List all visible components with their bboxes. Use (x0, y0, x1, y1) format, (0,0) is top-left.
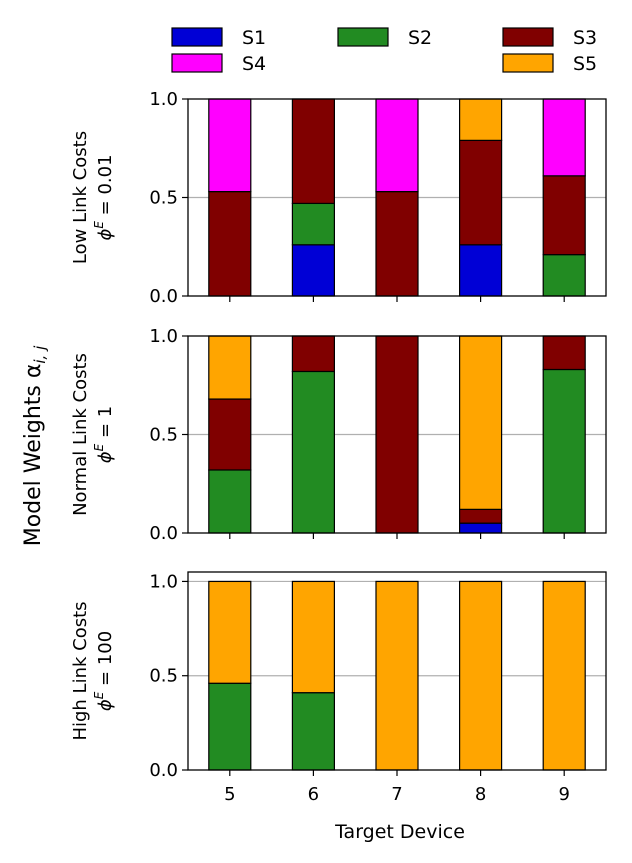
x-tick-label: 8 (475, 784, 486, 805)
bar-segment-s5-device-5 (208, 580, 252, 684)
phi-symbol: ϕ (95, 699, 116, 711)
legend-swatch-s4 (171, 53, 223, 73)
legend-item-s2: S2 (337, 27, 432, 49)
phi-symbol: ϕ (95, 451, 116, 463)
bar-segment-s2-device-9 (542, 254, 586, 297)
bar-segment-s2-device-5 (208, 682, 252, 771)
legend-label-s2: S2 (408, 27, 432, 49)
bar-segment-s3-device-9 (542, 175, 586, 256)
bar-segment-s4-device-5 (208, 98, 252, 193)
bar-segment-s1-device-8 (459, 522, 503, 534)
phi-value: = 0.01 (95, 154, 116, 221)
phi-symbol: ϕ (95, 229, 116, 241)
legend-item-s4: S4 (171, 53, 266, 75)
bar-segment-s3-device-5 (208, 190, 252, 297)
bar-segment-s3-device-7 (375, 190, 419, 297)
panel-label-line1: High Link Costs (70, 601, 91, 740)
legend-swatch-s3 (502, 27, 554, 47)
bar-segment-s3-device-8 (459, 139, 503, 246)
legend-swatch-s2 (337, 27, 389, 47)
y-axis-label: Model Weights αi, j (21, 345, 49, 546)
legend-item-s1: S1 (171, 27, 266, 49)
phi-value: = 100 (95, 631, 116, 692)
y-tick-label: 1.0 (149, 89, 178, 110)
y-axis-label-subscript: i, j (31, 345, 49, 364)
y-tick-label: 0.0 (149, 760, 178, 781)
x-tick-label: 6 (308, 784, 319, 805)
legend-label-s1: S1 (242, 27, 266, 49)
bar-segment-s2-device-9 (542, 368, 586, 534)
bar-segment-s1-device-6 (291, 244, 335, 297)
bar-segment-s2-device-6 (291, 692, 335, 771)
panel-label-line1: Normal Link Costs (70, 353, 91, 516)
legend-swatch-s1 (171, 27, 223, 47)
phi-superscript: E (92, 221, 106, 229)
legend-item-s3: S3 (502, 27, 597, 49)
y-tick-label: 0.5 (149, 425, 178, 446)
panel-label-line1: Low Link Costs (70, 131, 91, 264)
bar-segment-s5-device-8 (459, 98, 503, 141)
y-tick-label: 0.0 (149, 286, 178, 307)
bar-segment-s5-device-9 (542, 580, 586, 771)
legend-label-s3: S3 (573, 27, 597, 49)
y-tick-label: 0.0 (149, 523, 178, 544)
phi-superscript: E (92, 443, 106, 451)
bar-segment-s3-device-7 (375, 335, 419, 534)
panel-label-line2: ϕE = 0.01 (92, 154, 116, 240)
bar-segment-s3-device-9 (542, 335, 586, 371)
x-axis-label: Target Device (334, 821, 465, 843)
bar-segment-s3-device-6 (291, 335, 335, 373)
bar-segment-s2-device-6 (291, 370, 335, 534)
legend-label-s5: S5 (573, 53, 597, 75)
bar-segment-s1-device-8 (459, 244, 503, 297)
y-tick-label: 0.5 (149, 188, 178, 209)
y-tick-label: 1.0 (149, 326, 178, 347)
bar-segment-s5-device-7 (375, 580, 419, 771)
y-tick-label: 0.5 (149, 666, 178, 687)
bar-segment-s4-device-9 (542, 98, 586, 177)
x-tick-label: 9 (558, 784, 569, 805)
phi-superscript: E (92, 691, 106, 699)
legend: S1 S2 S3 S4 S5 (171, 27, 597, 75)
x-tick-label: 5 (224, 784, 235, 805)
panel-label-line2: ϕE = 1 (92, 406, 116, 463)
x-tick-label: 7 (391, 784, 402, 805)
panel-label-line2: ϕE = 100 (92, 631, 116, 711)
bar-segment-s4-device-7 (375, 98, 419, 193)
bar-segment-s3-device-6 (291, 98, 335, 205)
legend-label-s4: S4 (242, 53, 266, 75)
bar-segment-s5-device-6 (291, 580, 335, 694)
legend-swatch-s5 (502, 53, 554, 73)
legend-item-s5: S5 (502, 53, 597, 75)
bar-segment-s5-device-8 (459, 580, 503, 771)
y-axis-label-main: Model Weights α (21, 364, 46, 547)
bar-segment-s3-device-5 (208, 398, 252, 471)
bar-segment-s2-device-6 (291, 202, 335, 246)
bar-segment-s3-device-8 (459, 508, 503, 524)
phi-value: = 1 (95, 406, 116, 444)
bar-segment-s5-device-8 (459, 335, 503, 510)
bar-segment-s2-device-5 (208, 469, 252, 534)
y-tick-label: 1.0 (149, 571, 178, 592)
bar-segment-s5-device-5 (208, 335, 252, 400)
